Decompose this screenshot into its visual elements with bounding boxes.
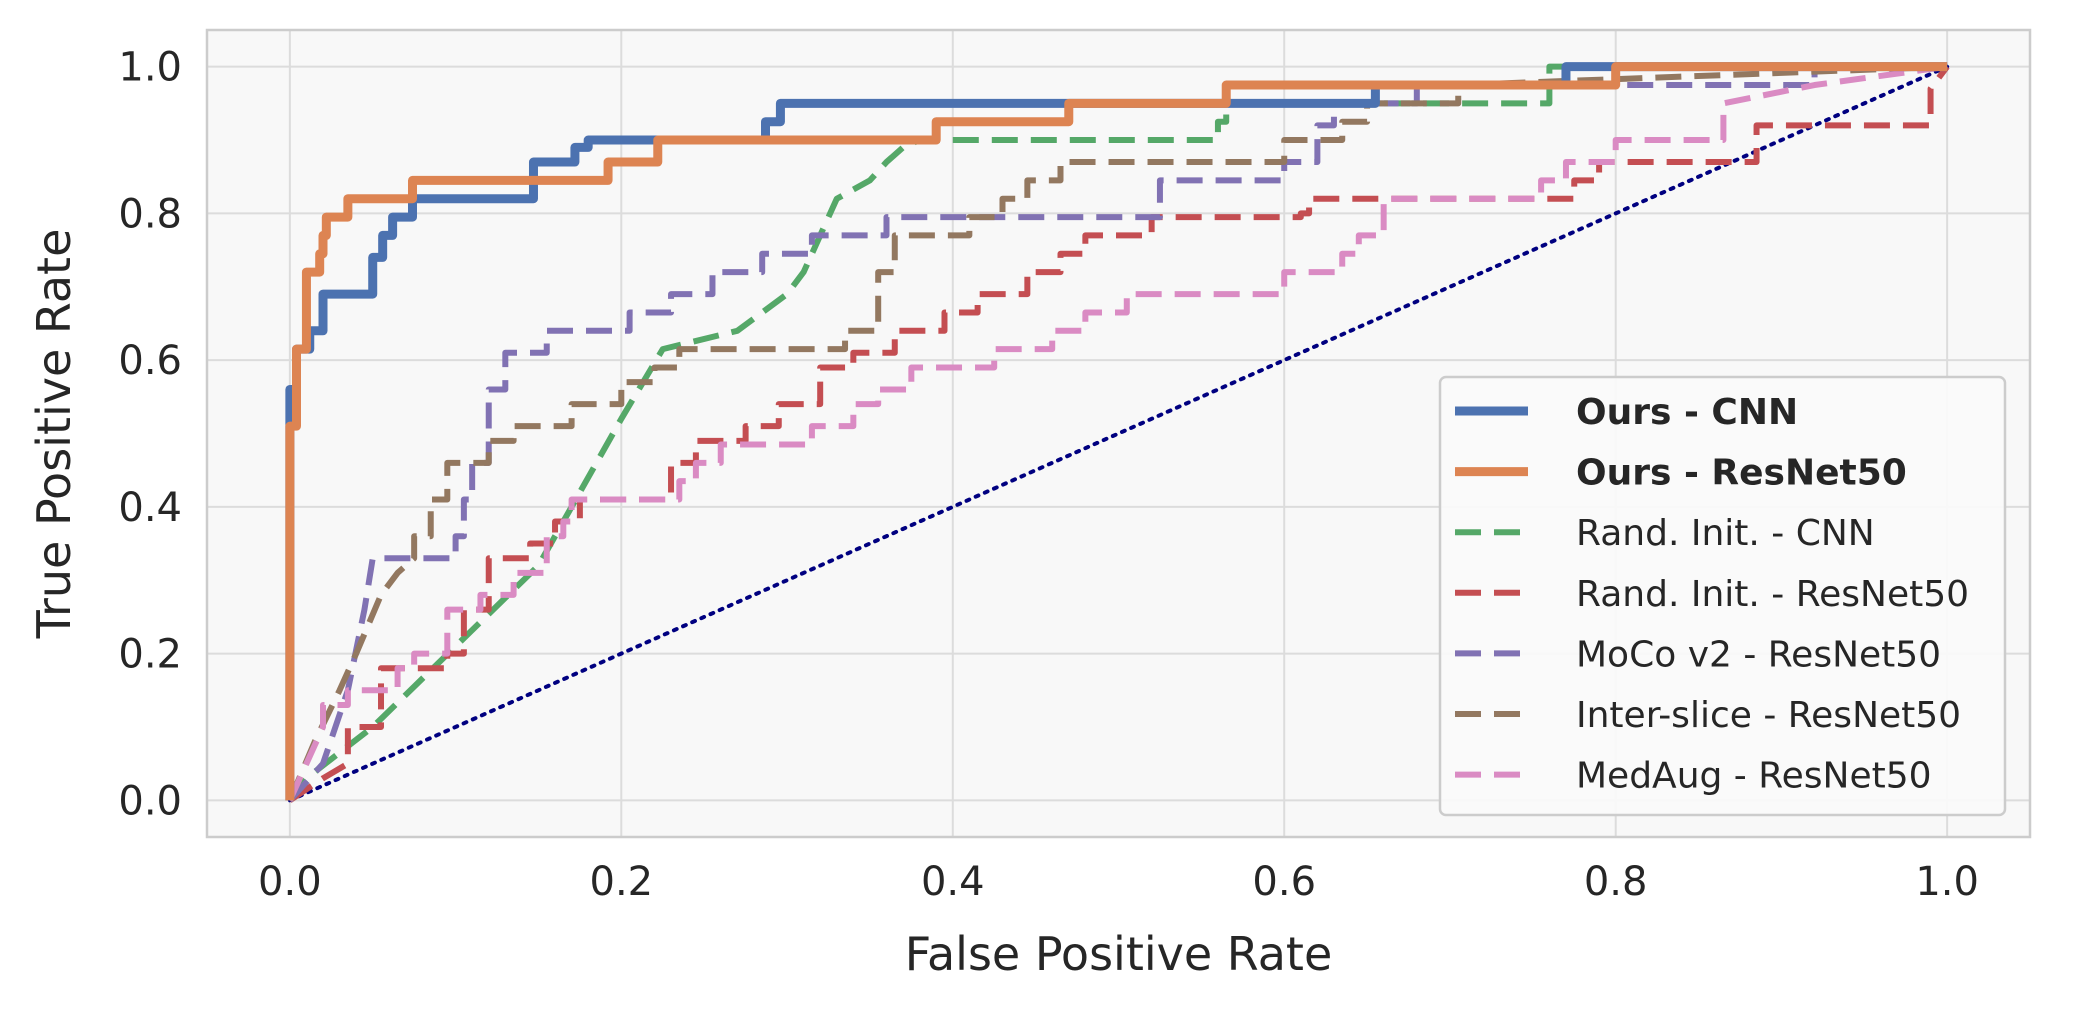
y-tick-label: 1.0 <box>118 45 182 91</box>
y-tick-label: 0.2 <box>118 632 182 678</box>
x-tick-label: 1.0 <box>1915 859 1979 905</box>
legend-label: Rand. Init. - ResNet50 <box>1576 574 1969 615</box>
legend-label: MoCo v2 - ResNet50 <box>1576 634 1941 675</box>
x-tick-label: 0.8 <box>1584 859 1648 905</box>
y-tick-label: 0.0 <box>118 778 182 824</box>
y-tick-label: 0.6 <box>118 338 182 384</box>
tick-labels: 0.0 0.2 0.4 0.6 0.8 1.0 0.0 0.2 0.4 0.6 0.8 1.0 <box>118 45 1979 905</box>
y-axis-label: True Positive Rate <box>27 229 81 640</box>
y-tick-label: 0.8 <box>118 191 182 237</box>
legend-label: Rand. Init. - CNN <box>1576 513 1875 554</box>
legend-label: Inter-slice - ResNet50 <box>1576 695 1961 736</box>
series-layer <box>285 62 1950 803</box>
x-tick-label: 0.4 <box>921 859 985 905</box>
roc-line-moco-v2-resnet50 <box>287 63 1948 803</box>
legend-label: MedAug - ResNet50 <box>1576 756 1932 797</box>
chance-diagonal-line <box>287 64 1950 803</box>
roc-line-ours-resnet50 <box>285 62 1948 801</box>
legend-label: Ours - ResNet50 <box>1576 453 1907 494</box>
x-tick-label: 0.6 <box>1252 859 1316 905</box>
roc-line-ours-cnn <box>285 62 1948 801</box>
x-tick-label: 0.0 <box>258 859 322 905</box>
roc-line-medaug-resnet50 <box>287 63 1948 802</box>
plot-frame <box>205 28 2032 839</box>
y-tick-label: 0.4 <box>118 485 182 531</box>
legend-label: Ours - CNN <box>1576 392 1798 433</box>
roc-line-inter-slice-resnet50 <box>287 63 1948 802</box>
roc-line-rand-init-cnn <box>287 63 1948 803</box>
legend: Ours - CNN Ours - ResNet50 Rand. Init. - C… <box>1438 375 2007 817</box>
x-axis-label: False Positive Rate <box>905 927 1333 981</box>
x-tick-label: 0.2 <box>590 859 654 905</box>
legend-box <box>1438 375 2007 817</box>
